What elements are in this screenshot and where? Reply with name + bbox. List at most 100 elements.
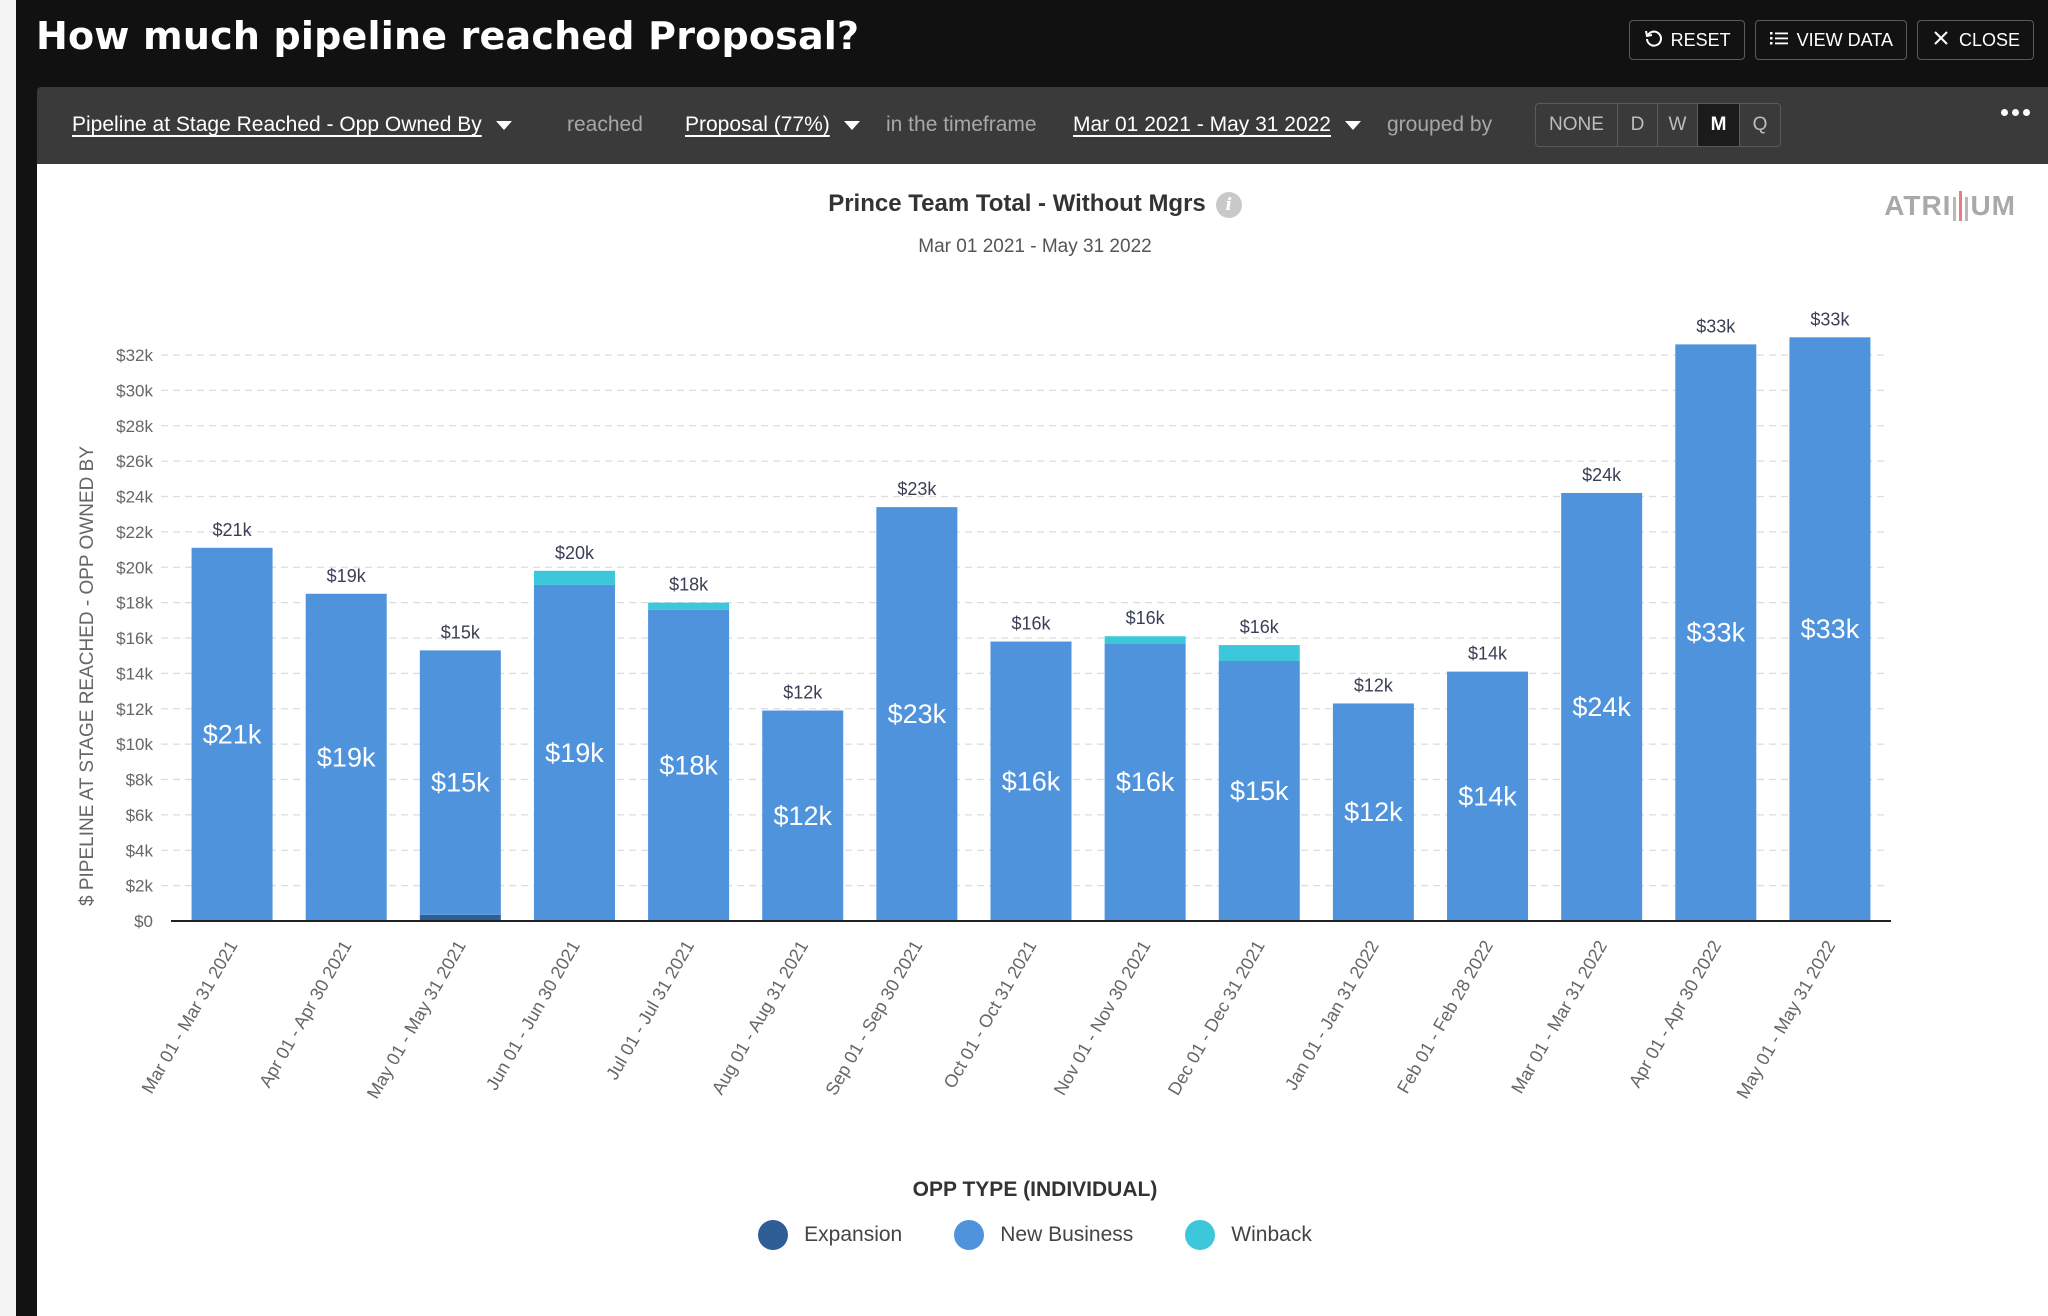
metric-selector[interactable]: Pipeline at Stage Reached - Opp Owned By: [72, 113, 512, 137]
bar-total-label: $16k: [1126, 608, 1166, 628]
caret-down-icon[interactable]: [843, 120, 860, 130]
bar-segment-new-business: [1789, 337, 1871, 921]
bar-segment-new-business: [1332, 703, 1414, 921]
grouping-quarter-button[interactable]: Q: [1752, 114, 1768, 135]
grouping-none-button[interactable]: NONE: [1536, 104, 1618, 146]
bar-segment-winback: [648, 602, 730, 610]
bar-segment-new-business: [1104, 643, 1186, 921]
stage-selector[interactable]: Proposal (77%): [685, 113, 860, 137]
y-tick-label: $22k: [116, 523, 153, 542]
bar-total-label: $15k: [441, 622, 481, 642]
y-tick-label: $20k: [116, 558, 153, 577]
bar-segment-new-business: [1675, 344, 1757, 921]
timeframe-selector[interactable]: Mar 01 2021 - May 31 2022: [1073, 113, 1361, 137]
app-window: How much pipeline reached Proposal? RESE…: [16, 0, 2048, 1316]
header-actions: RESET VIEW DATA CLOSE: [1628, 20, 2034, 60]
reset-button[interactable]: RESET: [1628, 20, 1745, 60]
bar-inner-label: $24k: [1572, 692, 1631, 722]
y-tick-label: $4k: [126, 841, 154, 860]
x-tick-label: Jul 01 - Jul 31 2021: [602, 937, 698, 1083]
grouping-week-button[interactable]: W: [1658, 104, 1698, 146]
more-options-icon[interactable]: [2001, 109, 2030, 116]
bar-total-label: $16k: [1240, 617, 1280, 637]
bar-inner-label: $19k: [317, 742, 376, 772]
x-tick-label: Oct 01 - Oct 31 2021: [940, 937, 1041, 1092]
bar-total-label: $14k: [1468, 644, 1508, 664]
metric-selector-label[interactable]: Pipeline at Stage Reached - Opp Owned By: [72, 113, 482, 136]
bar-inner-label: $23k: [888, 699, 947, 729]
chart-title-row: Prince Team Total - Without Mgrs i: [37, 190, 2033, 218]
reset-label: RESET: [1670, 29, 1731, 50]
page-title: How much pipeline reached Proposal?: [36, 14, 860, 58]
legend-swatch-winback: [1185, 1220, 1216, 1250]
y-tick-label: $18k: [116, 594, 153, 613]
grouped-by-text: grouped by: [1387, 113, 1493, 136]
bar-inner-label: $15k: [431, 768, 490, 798]
x-tick-label: Jun 01 - Jun 30 2021: [482, 937, 584, 1093]
legend: Expansion New Business Winback: [37, 1220, 2033, 1250]
bar-inner-label: $19k: [545, 738, 604, 768]
bar-segment-new-business: [990, 641, 1072, 921]
y-tick-label: $14k: [116, 664, 153, 683]
header-bar: How much pipeline reached Proposal? RESE…: [16, 0, 2048, 84]
x-tick-label: May 01 - May 31 2021: [363, 937, 470, 1102]
y-tick-label: $12k: [116, 700, 153, 719]
y-tick-label: $24k: [116, 488, 153, 507]
legend-swatch-new-business: [954, 1220, 985, 1250]
bar-segment-winback: [533, 570, 615, 585]
bar-total-label: $21k: [213, 520, 253, 540]
bar-inner-label: $14k: [1458, 781, 1517, 811]
grouping-month-button[interactable]: M: [1698, 104, 1740, 146]
x-tick-label: Apr 01 - Apr 30 2022: [1625, 937, 1725, 1091]
bar-total-label: $33k: [1696, 316, 1736, 336]
bar-chart: $0 $2k $4k $6k $8k $10k $12k $14k $16k $18k $20k $2…: [77, 309, 1891, 1102]
chart-subtitle: Mar 01 2021 - May 31 2022: [918, 236, 1152, 257]
legend-label-winback: Winback: [1231, 1223, 1312, 1246]
bar-segment-new-business: [191, 547, 273, 921]
y-tick-label: $32k: [116, 346, 153, 365]
info-icon[interactable]: i: [1215, 191, 1242, 218]
bar-segment-new-business: [876, 507, 958, 921]
y-tick-label: $2k: [126, 877, 154, 896]
y-tick-label: $6k: [126, 806, 154, 825]
bar-inner-label: $15k: [1230, 776, 1289, 806]
bar-segment-new-business: [762, 710, 844, 921]
bar-inner-label: $12k: [773, 801, 832, 831]
x-tick-label: Mar 01 - Mar 31 2021: [138, 937, 242, 1097]
reset-icon: [1643, 28, 1663, 53]
caret-down-icon[interactable]: [495, 120, 512, 130]
bar-total-label: $12k: [1354, 675, 1394, 695]
timeframe-selector-label[interactable]: Mar 01 2021 - May 31 2022: [1073, 113, 1331, 136]
x-tick-label: Nov 01 - Nov 30 2021: [1050, 937, 1155, 1099]
x-tick-label: Dec 01 - Dec 31 2021: [1164, 937, 1269, 1099]
legend-item-expansion[interactable]: Expansion: [758, 1220, 902, 1250]
reached-text: reached: [567, 113, 643, 136]
stage-selector-label[interactable]: Proposal (77%): [685, 113, 830, 136]
bar-segment-new-business: [305, 593, 387, 921]
x-tick-label: Mar 01 - Mar 31 2022: [1507, 937, 1611, 1097]
left-edge-strip: [0, 0, 16, 1316]
logo-text-left: ATRI: [1884, 190, 1952, 221]
bar-total-label: $20k: [555, 543, 595, 563]
logo-bars-icon: [1953, 191, 1969, 221]
close-label: CLOSE: [1958, 29, 2020, 50]
grouping-day-button[interactable]: D: [1618, 104, 1658, 146]
legend-item-new-business[interactable]: New Business: [954, 1220, 1133, 1250]
bar-total-label: $33k: [1810, 309, 1850, 329]
bar-segment-new-business: [533, 584, 615, 921]
bar-inner-label: $16k: [1116, 767, 1175, 797]
legend-swatch-expansion: [758, 1220, 789, 1250]
view-data-button[interactable]: VIEW DATA: [1754, 20, 1907, 60]
caret-down-icon[interactable]: [1345, 120, 1361, 130]
bar-segment-winback: [1104, 636, 1186, 644]
bar-segment-new-business: [1218, 660, 1300, 921]
y-tick-label: $16k: [116, 629, 153, 648]
bar-total-label: $18k: [669, 575, 709, 595]
close-button[interactable]: CLOSE: [1916, 20, 2034, 60]
timeframe-text: in the timeframe: [886, 113, 1037, 136]
legend-item-winback[interactable]: Winback: [1185, 1220, 1312, 1250]
bar-inner-label: $16k: [1002, 766, 1061, 796]
legend-label-expansion: Expansion: [804, 1223, 903, 1246]
x-tick-label: Sep 01 - Sep 30 2021: [821, 937, 926, 1099]
grouping-toggle: NONE D W M Q: [1535, 103, 1781, 147]
